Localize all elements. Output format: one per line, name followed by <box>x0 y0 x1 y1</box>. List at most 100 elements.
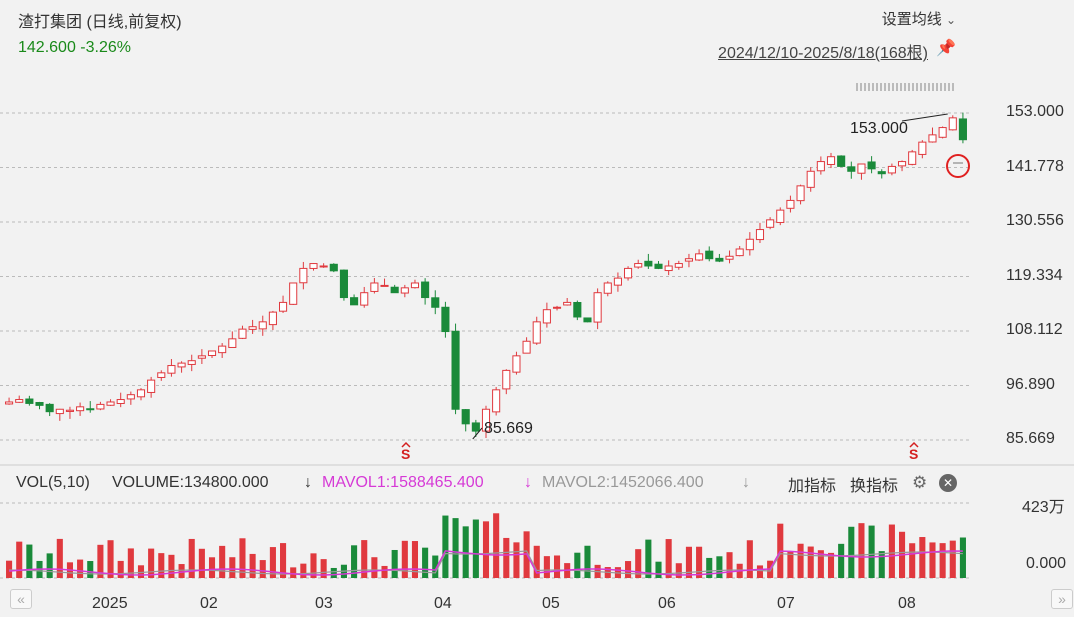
low-annotation: 85.669 <box>484 420 533 437</box>
volume-bar <box>838 543 845 578</box>
scroll-left-button[interactable]: « <box>10 589 32 609</box>
candle-body <box>350 297 359 306</box>
candle-body <box>339 269 348 299</box>
candle-body <box>654 263 663 269</box>
x-tick-label: 08 <box>898 595 916 612</box>
candle-body <box>299 267 308 284</box>
volume-bar <box>6 560 13 578</box>
volume-bar <box>949 540 956 578</box>
current-price-marker <box>946 154 970 178</box>
add-indicator-button[interactable]: 加指标 <box>788 478 837 495</box>
volume-bar <box>219 545 226 578</box>
volume-bar <box>858 523 865 578</box>
candle-body <box>634 263 643 268</box>
candle-body <box>187 360 196 365</box>
volume-bar <box>208 557 216 578</box>
gear-icon[interactable]: ⚙ <box>912 473 928 492</box>
volume-bar <box>533 545 540 578</box>
x-tick-label: 05 <box>542 595 560 612</box>
volume-bar <box>107 540 114 578</box>
volume-bar <box>371 557 378 578</box>
volume-bar <box>97 544 104 578</box>
volume-bar <box>482 521 490 578</box>
candle-body <box>96 403 105 410</box>
candle-body <box>938 127 947 138</box>
candle-body <box>76 406 85 412</box>
candle-body <box>481 408 491 432</box>
last-price: 142.600 <box>18 39 76 56</box>
volume-bar <box>746 540 753 578</box>
y-tick-label: 96.890 <box>1006 375 1055 393</box>
mavol1-line <box>9 550 963 576</box>
candle-body <box>279 301 288 312</box>
candle-body <box>421 281 430 299</box>
volume-bar <box>574 552 581 578</box>
volume-bar <box>351 545 358 578</box>
candle-body <box>410 282 420 289</box>
candle-body <box>329 263 338 272</box>
volume-bar <box>726 552 733 578</box>
candle-body <box>593 292 602 323</box>
candle-body <box>15 399 24 403</box>
candle-body <box>492 389 501 413</box>
candle-body <box>877 171 886 175</box>
volume-bar <box>553 555 561 578</box>
candle-body <box>766 219 775 228</box>
volume-bar <box>919 537 926 578</box>
low-arrow <box>472 427 483 440</box>
candle-body <box>695 253 704 261</box>
candle-body <box>258 321 267 330</box>
candle-body <box>532 321 541 344</box>
volume-bar <box>756 565 764 578</box>
high-arrow <box>901 113 948 122</box>
candle-body <box>908 151 917 165</box>
volume-bar <box>848 526 855 578</box>
y-tick-label: 153.000 <box>1006 103 1064 120</box>
chevron-down-icon: ⌄ <box>945 13 956 27</box>
candle-body <box>5 401 14 405</box>
y-tick-label: 119.334 <box>1006 266 1063 284</box>
volume-bar <box>381 565 388 578</box>
x-tick-label: 07 <box>777 595 795 612</box>
s-marker: S <box>401 446 410 462</box>
candle-body <box>776 209 785 223</box>
close-icon[interactable]: ✕ <box>939 474 957 492</box>
switch-indicator-button[interactable]: 换指标 <box>850 478 899 495</box>
candle-body <box>86 408 95 411</box>
date-range[interactable]: 2024/12/10-2025/8/18(168根) <box>718 45 928 62</box>
candle-body <box>786 199 795 209</box>
volume-bar <box>635 549 642 578</box>
y-tick-label: 108.112 <box>1006 321 1063 338</box>
candle-body <box>816 161 825 172</box>
volume-bar <box>716 556 723 578</box>
set-ma-button[interactable]: 设置均线 ⌄ <box>882 8 956 29</box>
candle-body <box>948 117 957 131</box>
x-tick-label: 02 <box>200 595 218 612</box>
volume-bar <box>56 538 63 578</box>
volume-bar <box>493 513 500 578</box>
scroll-right-button[interactable]: » <box>1051 589 1073 609</box>
candle-body <box>705 250 714 260</box>
set-ma-label: 设置均线 <box>881 11 942 28</box>
pin-icon[interactable]: 📌 <box>936 40 956 57</box>
candle-body <box>735 248 744 257</box>
volume-bar <box>290 567 297 578</box>
volume-bar <box>137 565 145 578</box>
volume-bar <box>432 555 439 578</box>
volume-bar <box>706 557 713 578</box>
candle-body <box>928 134 937 143</box>
chart-title: 渣打集团 (日线,前复权) <box>18 14 182 31</box>
pct-change: -3.26% <box>80 39 131 56</box>
candle-body <box>664 265 673 272</box>
mavol1-value: MAVOL1:1588465.400 <box>322 474 484 491</box>
volume-bar <box>827 552 835 578</box>
volume-bar <box>888 524 895 578</box>
volume-bar <box>280 543 287 578</box>
volume-bar <box>655 561 662 578</box>
volume-bar <box>503 537 510 578</box>
candle-body <box>837 155 846 167</box>
candle-body <box>319 265 328 268</box>
candle-body <box>674 263 683 268</box>
candle-body <box>248 326 257 330</box>
